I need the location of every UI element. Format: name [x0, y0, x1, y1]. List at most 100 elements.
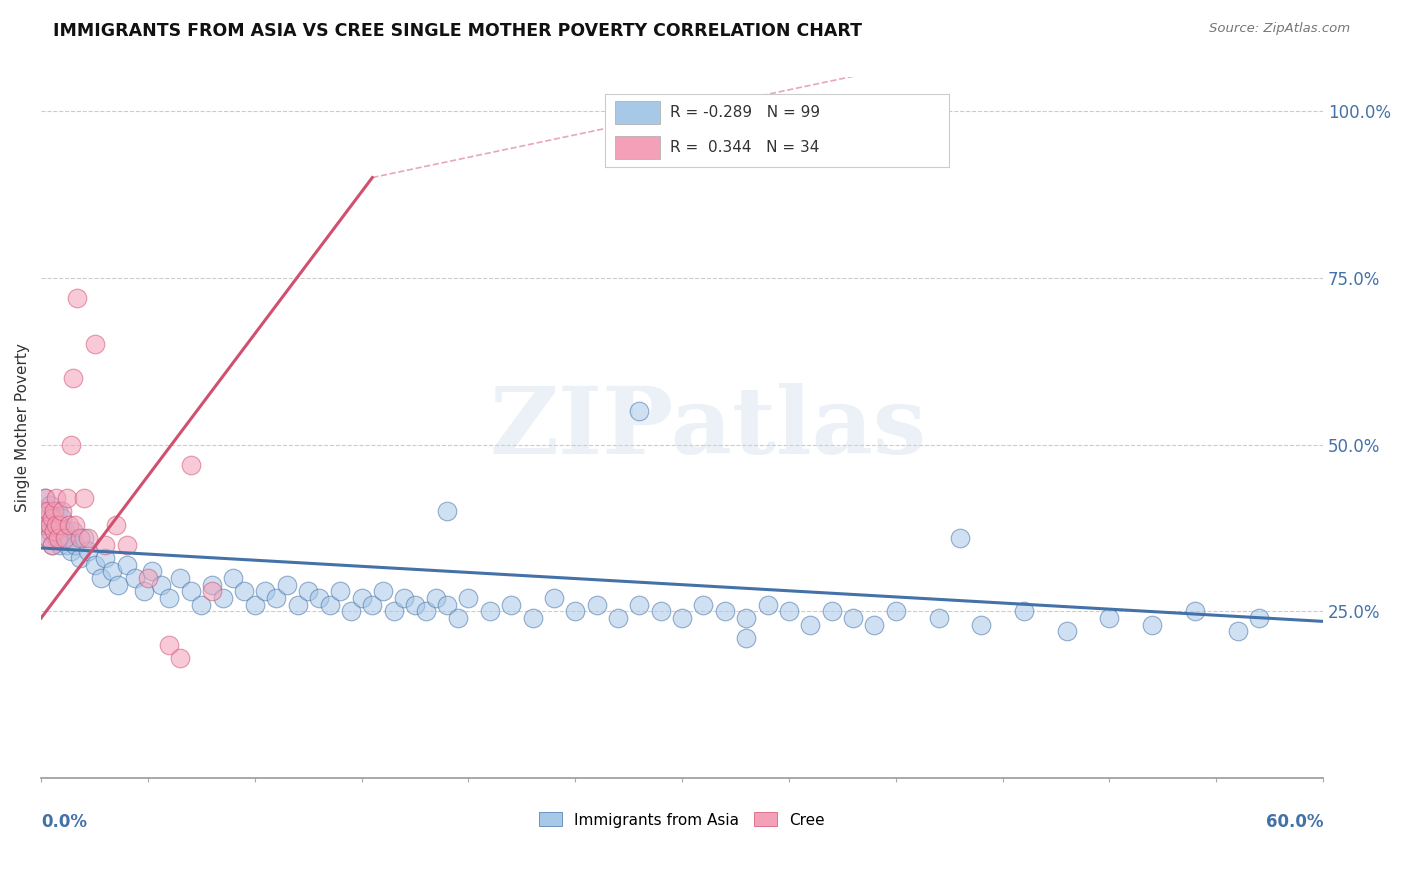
Point	[45, 531, 67, 545]
Point	[83, 558, 105, 572]
Point	[671, 611, 693, 625]
Point	[115, 558, 138, 572]
Point	[1226, 624, 1249, 639]
Point	[949, 531, 972, 545]
Point	[308, 591, 330, 605]
Point	[42, 504, 65, 518]
Point	[884, 604, 907, 618]
Point	[62, 524, 84, 539]
Point	[34, 504, 56, 518]
Point	[211, 591, 233, 605]
Point	[32, 517, 55, 532]
Point	[83, 337, 105, 351]
Point	[41, 511, 63, 525]
Point	[169, 571, 191, 585]
Point	[799, 617, 821, 632]
Point	[41, 538, 63, 552]
Point	[340, 604, 363, 618]
Point	[970, 617, 993, 632]
Point	[37, 531, 59, 545]
Point	[58, 531, 80, 545]
Point	[55, 491, 77, 505]
Point	[394, 591, 416, 605]
Point	[38, 498, 60, 512]
Point	[180, 458, 202, 472]
Point	[62, 371, 84, 385]
Point	[180, 584, 202, 599]
Point	[51, 504, 73, 518]
Point	[73, 531, 96, 545]
Point	[457, 591, 479, 605]
Point	[607, 611, 630, 625]
Point	[628, 404, 651, 418]
Point	[382, 604, 405, 618]
Point	[564, 604, 586, 618]
Text: ZIPatlas: ZIPatlas	[489, 383, 927, 473]
Point	[42, 517, 65, 532]
Point	[863, 617, 886, 632]
Point	[124, 571, 146, 585]
Bar	[614, 101, 659, 124]
Bar	[614, 136, 659, 160]
Point	[73, 491, 96, 505]
Point	[201, 584, 224, 599]
Point	[60, 437, 83, 451]
Point	[714, 604, 737, 618]
Point	[157, 591, 180, 605]
Point	[37, 531, 59, 545]
Point	[45, 517, 67, 532]
Point	[94, 551, 117, 566]
Point	[34, 491, 56, 505]
Point	[77, 544, 100, 558]
Point	[45, 511, 67, 525]
Point	[49, 517, 72, 532]
Point	[104, 517, 127, 532]
Point	[53, 531, 76, 545]
Point	[778, 604, 800, 618]
Text: Source: ZipAtlas.com: Source: ZipAtlas.com	[1209, 22, 1350, 36]
Point	[318, 598, 340, 612]
Point	[233, 584, 256, 599]
Point	[329, 584, 352, 599]
Point	[628, 598, 651, 612]
Point	[132, 584, 155, 599]
Point	[94, 538, 117, 552]
Point	[136, 571, 159, 585]
Point	[42, 504, 65, 518]
Point	[58, 517, 80, 532]
Point	[38, 517, 60, 532]
Point	[447, 611, 470, 625]
Point	[415, 604, 437, 618]
Point	[65, 538, 87, 552]
Point	[46, 524, 69, 539]
Point	[65, 517, 87, 532]
Point	[371, 584, 394, 599]
Point	[69, 551, 91, 566]
Point	[34, 517, 56, 532]
Point	[692, 598, 714, 612]
Point	[404, 598, 426, 612]
Point	[37, 511, 59, 525]
Point	[1247, 611, 1270, 625]
Point	[149, 577, 172, 591]
Point	[1056, 624, 1078, 639]
Point	[32, 504, 55, 518]
Point	[53, 524, 76, 539]
Point	[41, 538, 63, 552]
Point	[222, 571, 245, 585]
Point	[100, 564, 122, 578]
Text: IMMIGRANTS FROM ASIA VS CREE SINGLE MOTHER POVERTY CORRELATION CHART: IMMIGRANTS FROM ASIA VS CREE SINGLE MOTH…	[53, 22, 862, 40]
Y-axis label: Single Mother Poverty: Single Mother Poverty	[15, 343, 30, 512]
Point	[49, 517, 72, 532]
Point	[425, 591, 447, 605]
Point	[478, 604, 501, 618]
Text: R = -0.289   N = 99: R = -0.289 N = 99	[671, 105, 820, 120]
Point	[756, 598, 779, 612]
Point	[543, 591, 565, 605]
Point	[42, 524, 65, 539]
Point	[201, 577, 224, 591]
Point	[141, 564, 163, 578]
Point	[501, 598, 523, 612]
Point	[276, 577, 298, 591]
Point	[821, 604, 844, 618]
